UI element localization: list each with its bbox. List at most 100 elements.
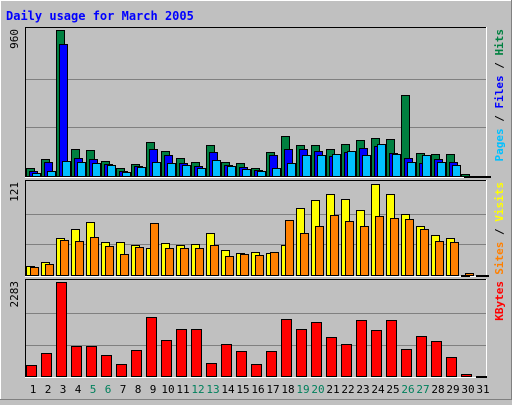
legend-visits: Visits <box>493 182 506 222</box>
bar-sites-day-27 <box>420 229 429 276</box>
bar-kbytes-day-1 <box>26 365 37 377</box>
bar-kbytes-day-5 <box>86 346 97 377</box>
x-tick-label-day-12: 12 <box>191 383 204 396</box>
bar-pages-day-9 <box>152 162 161 177</box>
legend-sites: Sites <box>493 242 506 275</box>
legend-separator: / <box>493 56 506 76</box>
bar-pages-day-18 <box>287 163 296 177</box>
bar-kbytes-day-7 <box>116 364 127 377</box>
bar-sites-day-13 <box>210 245 219 276</box>
bar-kbytes-day-10 <box>161 340 172 377</box>
bar-kbytes-day-30 <box>461 374 472 377</box>
bar-kbytes-day-6 <box>101 355 112 377</box>
bar-pages-day-16 <box>257 171 266 177</box>
legend-files: Files <box>493 75 506 108</box>
legend-separator: / <box>493 109 506 129</box>
bar-sites-day-30 <box>465 273 474 276</box>
x-tick-label-day-4: 4 <box>75 383 82 396</box>
x-tick-label-day-23: 23 <box>356 383 369 396</box>
bar-sites-day-21 <box>330 215 339 276</box>
bar-pages-day-31 <box>482 176 491 178</box>
legend-hits: Hits <box>493 29 506 56</box>
x-tick-label-day-24: 24 <box>371 383 385 396</box>
bar-sites-day-31 <box>480 275 489 277</box>
bar-kbytes-day-4 <box>71 346 82 377</box>
bar-kbytes-day-21 <box>326 337 337 377</box>
bar-kbytes-day-26 <box>401 349 412 377</box>
x-tick-label-day-5: 5 <box>90 383 97 396</box>
x-tick-label-day-19: 19 <box>296 383 309 396</box>
bar-kbytes-day-11 <box>176 329 187 377</box>
bar-kbytes-day-19 <box>296 329 307 377</box>
bar-sites-day-24 <box>375 216 384 276</box>
bar-pages-day-30 <box>467 176 476 178</box>
bar-pages-day-12 <box>197 168 206 177</box>
bar-pages-day-19 <box>302 155 311 177</box>
bar-sites-day-1 <box>30 267 39 276</box>
x-tick-label-day-13: 13 <box>206 383 219 396</box>
right-legend-label: Pages / Files / Hits <box>493 29 506 162</box>
bar-pages-day-10 <box>167 163 176 177</box>
bar-kbytes-day-28 <box>431 341 442 377</box>
x-tick-label-day-26: 26 <box>401 383 414 396</box>
y-max-label: 2283 <box>8 281 21 308</box>
bar-kbytes-day-12 <box>191 329 202 377</box>
bar-pages-day-8 <box>137 167 146 177</box>
panel-visits_sites: 121 Sites / Visits <box>8 180 506 277</box>
bar-pages-day-22 <box>347 151 356 177</box>
bar-pages-day-2 <box>47 171 56 177</box>
bar-pages-day-27 <box>422 155 431 177</box>
bar-kbytes-day-24 <box>371 330 382 377</box>
bar-files-day-3 <box>59 44 68 177</box>
bar-sites-day-23 <box>360 226 369 276</box>
x-tick-label-day-25: 25 <box>386 383 399 396</box>
x-tick-label-day-6: 6 <box>105 383 112 396</box>
x-tick-label-day-14: 14 <box>221 383 235 396</box>
bar-kbytes-day-15 <box>236 351 247 377</box>
bar-sites-day-22 <box>345 221 354 276</box>
bar-pages-day-6 <box>107 165 116 177</box>
x-tick-label-day-29: 29 <box>446 383 459 396</box>
bar-pages-day-3 <box>62 161 71 177</box>
chart-panels: 960 Pages / Files / Hits 121 Sites / Visits… <box>8 27 506 378</box>
bar-pages-day-25 <box>392 154 401 177</box>
bar-sites-day-20 <box>315 226 324 276</box>
bar-kbytes-day-31 <box>476 376 487 378</box>
x-tick-label-day-27: 27 <box>416 383 429 396</box>
x-tick-label-day-7: 7 <box>120 383 127 396</box>
bar-sites-day-18 <box>285 220 294 276</box>
x-tick-label-day-11: 11 <box>176 383 189 396</box>
bar-pages-day-13 <box>212 160 221 177</box>
x-tick-label-day-21: 21 <box>326 383 339 396</box>
bar-pages-day-11 <box>182 165 191 177</box>
bar-sites-day-17 <box>270 252 279 276</box>
chart-title: Daily usage for March 2005 <box>6 9 194 23</box>
bar-kbytes-day-25 <box>386 320 397 377</box>
bar-sites-day-14 <box>225 256 234 276</box>
bar-sites-day-9 <box>150 223 159 276</box>
x-tick-label-day-1: 1 <box>30 383 37 396</box>
bar-kbytes-day-3 <box>56 282 67 377</box>
bar-sites-day-12 <box>195 248 204 276</box>
bar-sites-day-7 <box>120 254 129 276</box>
bar-sites-day-28 <box>435 241 444 276</box>
bar-pages-day-5 <box>92 163 101 177</box>
bar-pages-day-29 <box>452 165 461 177</box>
right-legend-label: Sites / Visits <box>493 182 506 275</box>
x-tick-label-day-2: 2 <box>45 383 52 396</box>
bar-kbytes-day-20 <box>311 322 322 377</box>
bar-kbytes-day-23 <box>356 320 367 377</box>
x-tick-label-day-9: 9 <box>150 383 157 396</box>
bar-kbytes-day-14 <box>221 344 232 377</box>
bar-sites-day-4 <box>75 241 84 276</box>
bar-kbytes-day-17 <box>266 351 277 377</box>
bar-sites-day-15 <box>240 254 249 276</box>
x-tick-label-day-16: 16 <box>251 383 264 396</box>
x-tick-label-day-15: 15 <box>236 383 249 396</box>
bar-sites-day-10 <box>165 248 174 276</box>
bar-pages-day-21 <box>332 154 341 177</box>
legend-kbytes: KBytes <box>493 281 506 321</box>
bar-sites-day-29 <box>450 242 459 276</box>
bar-pages-day-20 <box>317 155 326 177</box>
